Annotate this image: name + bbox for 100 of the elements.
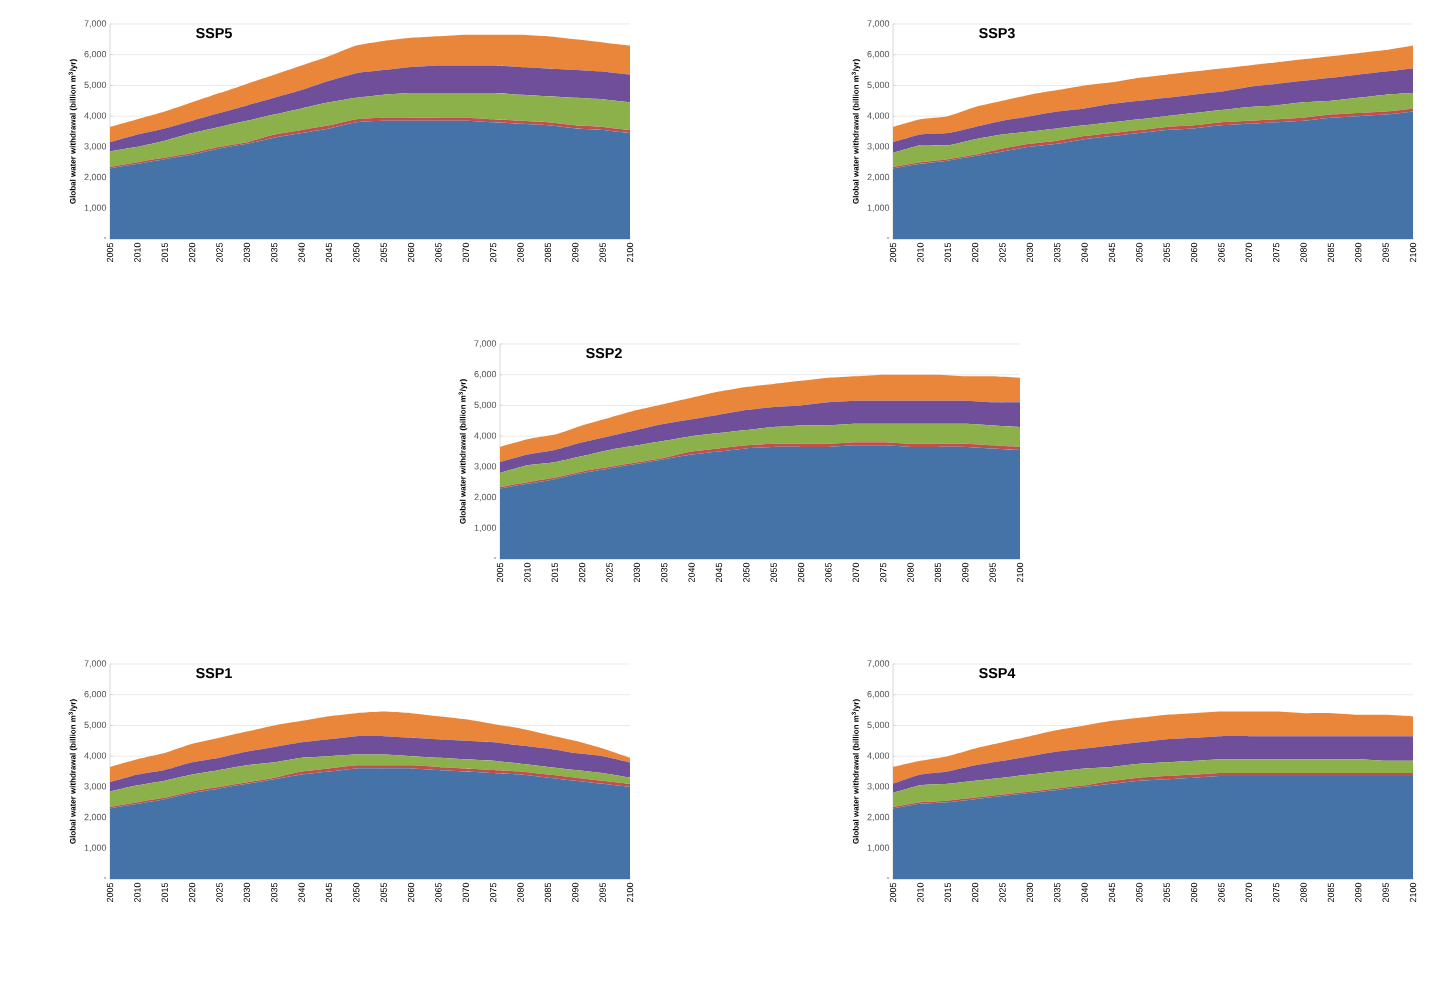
x-tick-label: 2055: [1163, 242, 1170, 262]
x-tick-label: 2020: [578, 562, 586, 583]
x-tick-label: 2030: [243, 882, 251, 903]
x-tick-label: 2020: [971, 882, 979, 903]
x-tick-label: 2070: [462, 882, 469, 903]
x-tick-label: 2060: [407, 242, 415, 262]
x-tick-label: 2055: [380, 882, 387, 903]
x-tick-label: 2075: [1272, 882, 1280, 903]
y-tick-label: 1,000: [474, 524, 497, 532]
x-tick-label: 2035: [661, 562, 668, 583]
y-tick-label: -: [886, 877, 890, 879]
y-tick-label: 5,000: [84, 721, 107, 730]
y-tick-label: 6,000: [84, 691, 107, 699]
x-tick-label: 2010: [134, 242, 141, 262]
y-tick-label: 3,000: [867, 143, 890, 151]
x-tick-label: 2030: [243, 242, 251, 262]
y-tick-label: -: [103, 877, 107, 879]
x-tick-label: 2005: [496, 562, 504, 583]
x-tick-label: 2080: [1300, 242, 1307, 262]
y-tick-label: 4,000: [84, 752, 107, 760]
y-tick-label: 4,000: [867, 112, 890, 120]
x-tick-label: 2010: [917, 242, 924, 262]
x-tick-label: 2015: [161, 242, 168, 262]
x-tick-label: 2095: [599, 242, 606, 262]
x-tick-label: 2095: [1382, 882, 1389, 903]
y-tick-label: 6,000: [867, 51, 890, 59]
x-tick-label: 2075: [1272, 242, 1280, 262]
x-tick-label: 2015: [551, 562, 558, 583]
x-tick-label: 2005: [106, 882, 114, 903]
x-tick-label: 2100: [626, 242, 634, 262]
x-tick-label: 2055: [1163, 882, 1170, 903]
x-tick-label: 2020: [971, 242, 979, 262]
x-tick-label: 2060: [1190, 242, 1198, 262]
chart-title: SSP4: [979, 667, 1016, 679]
y-tick-label: 6,000: [474, 371, 497, 379]
x-tick-label: 2090: [962, 562, 969, 583]
x-tick-label: 2080: [517, 242, 524, 262]
y-tick-label: 5,000: [84, 81, 107, 90]
x-tick-label: 2010: [917, 882, 924, 903]
y-tick-label: -: [103, 237, 107, 239]
x-tick-label: 2100: [1016, 562, 1024, 583]
chart-title: SSP5: [196, 27, 232, 39]
x-tick-label: 2005: [889, 242, 897, 262]
x-tick-label: 2075: [879, 562, 887, 583]
x-tick-label: 2095: [1382, 242, 1389, 262]
x-tick-label: 2045: [325, 242, 333, 262]
x-tick-label: 2080: [907, 562, 914, 583]
x-tick-label: 2045: [715, 562, 723, 583]
x-tick-label: 2025: [999, 242, 1006, 262]
y-tick-label: 2,000: [867, 813, 890, 822]
x-tick-label: 2055: [380, 242, 387, 262]
x-tick-label: 2025: [216, 882, 223, 903]
x-tick-label: 2030: [633, 562, 641, 583]
y-tick-label: 2,000: [474, 493, 497, 502]
x-tick-label: 2050: [353, 882, 360, 903]
y-tick-label: 3,000: [867, 783, 890, 791]
x-tick-label: 2065: [435, 882, 442, 903]
x-tick-label: 2085: [1327, 882, 1335, 903]
x-tick-label: 2045: [1108, 242, 1116, 262]
x-tick-label: 2035: [1054, 882, 1061, 903]
x-tick-label: 2085: [544, 242, 552, 262]
x-tick-label: 2020: [188, 242, 196, 262]
x-tick-label: 2015: [944, 242, 951, 262]
y-tick-label: -: [886, 237, 890, 239]
x-tick-label: 2065: [1218, 242, 1225, 262]
y-tick-label: 7,000: [474, 340, 497, 348]
x-tick-label: 2070: [462, 242, 469, 262]
x-tick-label: 2090: [572, 242, 579, 262]
x-tick-label: 2070: [1245, 882, 1252, 903]
x-tick-label: 2015: [161, 882, 168, 903]
y-tick-label: -: [493, 557, 497, 559]
x-tick-label: 2090: [1355, 882, 1362, 903]
y-tick-label: 3,000: [84, 143, 107, 151]
chart-title: SSP2: [586, 347, 622, 359]
x-tick-label: 2070: [1245, 242, 1252, 262]
x-tick-label: 2065: [825, 562, 832, 583]
x-tick-label: 2095: [989, 562, 996, 583]
x-tick-label: 2005: [889, 882, 897, 903]
y-tick-label: 6,000: [84, 51, 107, 59]
x-tick-label: 2075: [489, 242, 497, 262]
y-tick-label: 7,000: [84, 20, 107, 28]
y-tick-label: 1,000: [84, 844, 107, 852]
x-tick-label: 2045: [325, 882, 333, 903]
x-tick-label: 2040: [688, 562, 695, 583]
x-tick-label: 2035: [1054, 242, 1061, 262]
y-tick-label: 4,000: [84, 112, 107, 120]
x-tick-label: 2065: [1218, 882, 1225, 903]
chart-title: SSP3: [979, 27, 1015, 39]
x-tick-label: 2055: [770, 562, 777, 583]
x-tick-label: 2015: [944, 882, 951, 903]
x-tick-label: 2045: [1108, 882, 1116, 903]
y-tick-label: 6,000: [867, 691, 890, 699]
x-tick-label: 2095: [599, 882, 606, 903]
x-tick-label: 2060: [407, 882, 415, 903]
x-tick-label: 2060: [1190, 882, 1198, 903]
x-tick-label: 2050: [353, 242, 360, 262]
x-tick-label: 2100: [1409, 242, 1417, 262]
y-tick-label: 7,000: [84, 660, 107, 668]
y-tick-label: 7,000: [867, 660, 890, 668]
y-tick-label: 5,000: [474, 401, 497, 410]
